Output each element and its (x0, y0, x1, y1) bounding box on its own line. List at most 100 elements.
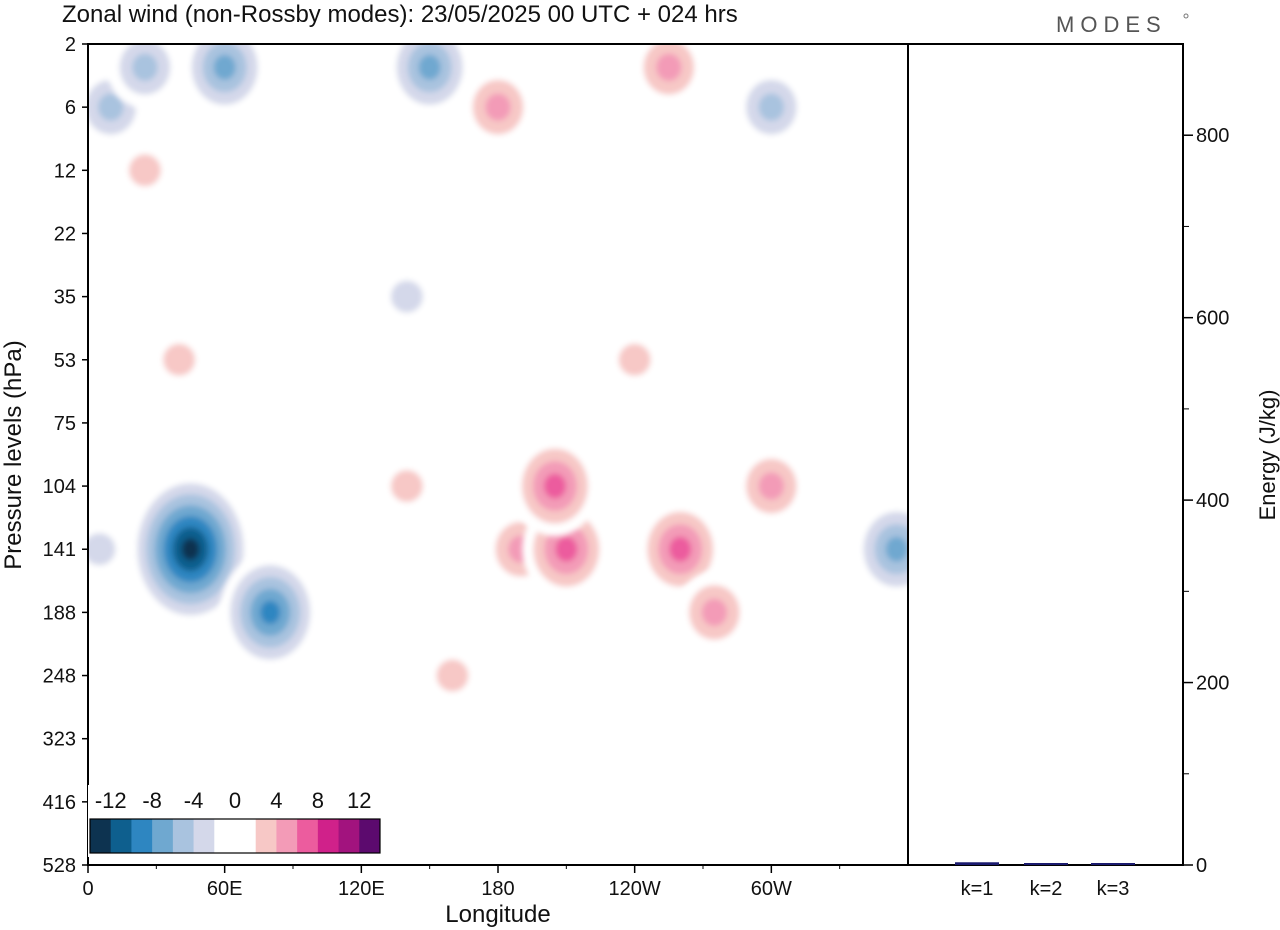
contour-level (128, 154, 161, 187)
x-axis-label: Longitude (445, 901, 550, 928)
colorbar-swatch (276, 819, 298, 853)
chart-title: Zonal wind (non-Rossby modes): 23/05/202… (62, 1, 738, 28)
contour-level (543, 473, 566, 499)
contour-level (701, 598, 728, 627)
energy-tick-label: 200 (1196, 673, 1229, 695)
y-tick-label: 416 (43, 792, 76, 814)
colorbar-label: 4 (270, 788, 282, 813)
energy-bar (1091, 863, 1135, 865)
contour-level (618, 343, 651, 376)
y-tick-label: 6 (65, 97, 76, 119)
y-tick-label: 248 (43, 666, 76, 688)
contour-level (163, 343, 196, 376)
colorbar-swatch (110, 819, 132, 853)
y-tick-label: 35 (54, 287, 76, 309)
wind-anomaly-easterly (128, 472, 253, 627)
colorbar-label: -8 (142, 788, 162, 813)
contour-level (669, 536, 692, 562)
heatmap-fields (88, 44, 908, 708)
wind-anomaly-easterly (220, 553, 321, 672)
colorbar-swatch (131, 819, 153, 853)
colorbar-swatch (172, 819, 195, 853)
wind-anomaly-westerly (510, 436, 599, 537)
contour-level (390, 280, 423, 313)
wind-anomaly-westerly (147, 327, 212, 392)
modes-logo: MODES (1056, 12, 1167, 37)
wind-anomaly-westerly (630, 44, 707, 109)
contour-level (656, 53, 682, 82)
colorbar-swatch (235, 819, 257, 853)
energy-category-label: k=3 (1097, 878, 1130, 900)
wind-anomaly-easterly (852, 499, 908, 600)
wind-anomaly-easterly (88, 517, 132, 582)
y-tick-label: 75 (54, 413, 76, 435)
colorbar-swatch (152, 819, 174, 853)
wind-anomaly-easterly (449, 210, 502, 257)
contour-level (181, 538, 200, 561)
energy-tick-label: 800 (1196, 125, 1229, 147)
colorbar: -12 -8 -4 0 4 8 12 (88, 785, 382, 857)
y-tick-label: 22 (54, 223, 76, 245)
colorbar-frame (89, 818, 381, 854)
contour-level (132, 53, 158, 82)
logo-registered-mark (1183, 13, 1189, 19)
energy-tick-label: 600 (1196, 308, 1229, 330)
energy-axis: 0 200 400 600 800 (1183, 125, 1229, 877)
colorbar-swatch (338, 819, 360, 853)
colorbar-label: -4 (184, 788, 204, 813)
contour-level (418, 54, 441, 80)
colorbar-label: 12 (347, 788, 371, 813)
wind-anomaly-easterly (374, 264, 439, 329)
contour-level (98, 93, 124, 121)
colorbar-swatch (90, 819, 112, 853)
wind-anomaly-westerly (112, 138, 177, 203)
wind-anomaly-easterly (385, 44, 474, 118)
y-tick-label: 2 (65, 34, 76, 56)
wind-anomaly-westerly (602, 327, 667, 392)
wind-anomaly-easterly (180, 44, 269, 118)
colorbar-label: 8 (312, 788, 324, 813)
colorbar-swatch (214, 819, 236, 853)
y-tick-label: 104 (43, 476, 76, 498)
x-tick-label: 60W (751, 878, 792, 900)
contour-level (555, 536, 578, 562)
wind-anomaly-westerly (374, 454, 439, 519)
energy-tick-label: 0 (1196, 855, 1207, 877)
wind-anomaly-westerly (460, 66, 536, 149)
energy-axis-label: Energy (J/kg) (1255, 390, 1280, 521)
y-tick-label: 188 (43, 602, 76, 624)
contour-level (885, 536, 908, 562)
wind-anomaly-westerly (733, 445, 810, 528)
pressure-axis: 2 6 12 22 35 53 75 104 141 188 248 323 416 528 (43, 34, 88, 877)
y-axis-label: Pressure levels (hPa) (0, 340, 27, 569)
y-tick-label: 141 (43, 539, 76, 561)
x-tick-label: 120W (609, 878, 661, 900)
x-tick-label: 120E (338, 878, 385, 900)
energy-panel-frame (907, 43, 1184, 866)
colorbar-swatch (255, 819, 277, 853)
energy-bar (1024, 863, 1068, 865)
energy-category-label: k=1 (961, 878, 994, 900)
contour-level (260, 600, 281, 625)
contour-level (485, 93, 511, 121)
contour-level (88, 533, 116, 566)
colorbar-swatch (297, 819, 319, 853)
wind-anomaly-easterly (733, 66, 810, 149)
contour-level (758, 472, 785, 500)
energy-category-label: k=2 (1030, 878, 1063, 900)
colorbar-label: 0 (229, 788, 241, 813)
energy-bar (955, 862, 999, 865)
energy-tick-label: 400 (1196, 490, 1229, 512)
contour-level (449, 210, 502, 257)
contour-level (758, 93, 785, 121)
y-tick-label: 53 (54, 350, 76, 372)
colorbar-swatch (317, 819, 340, 853)
y-tick-label: 323 (43, 729, 76, 751)
x-tick-label: 180 (481, 878, 514, 900)
wind-anomaly-easterly (106, 44, 183, 109)
wind-anomaly-westerly (676, 571, 753, 654)
colorbar-swatch (359, 819, 381, 853)
contour-level (436, 659, 469, 692)
y-tick-label: 528 (43, 855, 76, 877)
